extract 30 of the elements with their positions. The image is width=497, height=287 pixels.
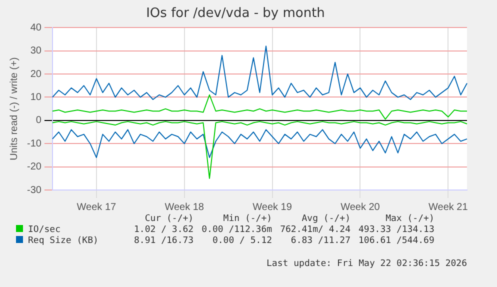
legend-label: IO/sec: [28, 225, 61, 235]
y-tick-label: -30: [27, 184, 42, 196]
text: Cur (-/+): [144, 214, 195, 225]
y-tick-label: -20: [27, 162, 42, 173]
x-tick-label: Week 19: [252, 202, 292, 213]
text: 106.61 /544.69: [358, 236, 436, 247]
x-tick-label: Week 21: [428, 202, 468, 213]
y-axis-title: Units read (-) / write (+): [8, 57, 20, 160]
y-tick-label: 40: [30, 22, 42, 34]
text: 762.41m/ 4.24: [279, 225, 352, 236]
x-tick-label: Week 20: [340, 202, 380, 213]
text: Min (-/+): [222, 214, 274, 225]
legend-label: Req Size (KB): [28, 236, 98, 246]
text: 6.83 /11.27: [290, 236, 352, 247]
text: 493.33 /134.13: [358, 225, 436, 236]
x-tick-label: Week 18: [164, 202, 204, 213]
y-tick-label: 30: [30, 46, 42, 57]
y-tick-label: 10: [30, 92, 42, 103]
text: 8.91 /16.73: [133, 236, 195, 247]
x-tick-label: Week 17: [76, 202, 116, 213]
y-tick-label: 0: [36, 115, 42, 126]
text: Max (-/+): [384, 214, 436, 225]
y-tick-label: -10: [27, 138, 42, 150]
text: 1.02 / 3.62: [133, 225, 195, 236]
text: 0.00 / 5.12: [211, 236, 274, 247]
text: Avg (-/+): [300, 214, 352, 225]
chart-title: IOs for /dev/vda - by month: [146, 6, 325, 22]
y-tick-label: 20: [30, 68, 42, 80]
text: Last update: Fri May 22 02:36:15 2026: [266, 259, 467, 269]
text: 0.00 /112.36m: [200, 225, 274, 236]
